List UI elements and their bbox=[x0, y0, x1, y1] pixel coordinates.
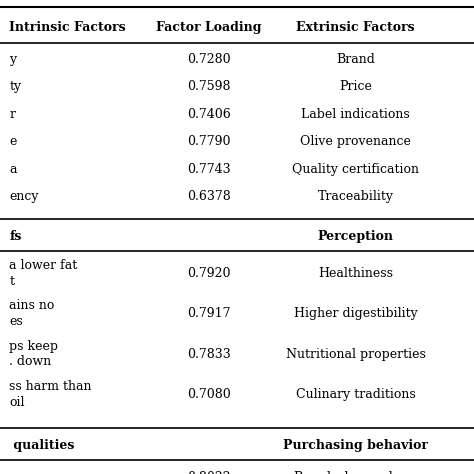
Text: fs: fs bbox=[9, 230, 22, 243]
Text: 0.7917: 0.7917 bbox=[187, 307, 230, 320]
Text: Brand: Brand bbox=[336, 53, 375, 66]
Text: Culinary traditions: Culinary traditions bbox=[296, 388, 415, 401]
Text: a lower fat: a lower fat bbox=[9, 259, 78, 272]
Text: 0.7598: 0.7598 bbox=[187, 80, 230, 93]
Text: 0.7920: 0.7920 bbox=[187, 267, 230, 280]
Text: 0.7790: 0.7790 bbox=[187, 135, 230, 148]
Text: Higher digestibility: Higher digestibility bbox=[293, 307, 418, 320]
Text: ps keep: ps keep bbox=[9, 340, 58, 353]
Text: y: y bbox=[9, 471, 17, 474]
Text: 0.7080: 0.7080 bbox=[187, 388, 230, 401]
Text: Healthiness: Healthiness bbox=[318, 267, 393, 280]
Text: r: r bbox=[9, 108, 16, 121]
Text: a: a bbox=[9, 163, 17, 176]
Text: Quality certification: Quality certification bbox=[292, 163, 419, 176]
Text: Label indications: Label indications bbox=[301, 108, 410, 121]
Text: 0.7406: 0.7406 bbox=[187, 108, 230, 121]
Text: Price: Price bbox=[339, 80, 372, 93]
Text: Traceability: Traceability bbox=[318, 190, 393, 203]
Text: . down: . down bbox=[9, 356, 52, 368]
Text: e: e bbox=[9, 135, 17, 148]
Text: Nutritional properties: Nutritional properties bbox=[285, 347, 426, 361]
Text: ency: ency bbox=[9, 190, 39, 203]
Text: y: y bbox=[9, 53, 17, 66]
Text: Extrinsic Factors: Extrinsic Factors bbox=[296, 20, 415, 34]
Text: Factor Loading: Factor Loading bbox=[156, 20, 261, 34]
Text: 0.7743: 0.7743 bbox=[187, 163, 230, 176]
Text: Purchasing behavior: Purchasing behavior bbox=[283, 439, 428, 452]
Text: es: es bbox=[9, 315, 23, 328]
Text: ty: ty bbox=[9, 80, 22, 93]
Text: 0.7833: 0.7833 bbox=[187, 347, 230, 361]
Text: 0.7280: 0.7280 bbox=[187, 53, 230, 66]
Text: 0.6378: 0.6378 bbox=[187, 190, 230, 203]
Text: ains no: ains no bbox=[9, 300, 55, 312]
Text: oil: oil bbox=[9, 396, 25, 409]
Text: Olive provenance: Olive provenance bbox=[300, 135, 411, 148]
Text: Perception: Perception bbox=[318, 230, 393, 243]
Text: 0.8022: 0.8022 bbox=[187, 471, 230, 474]
Text: Regularly purchase: Regularly purchase bbox=[293, 471, 418, 474]
Text: Intrinsic Factors: Intrinsic Factors bbox=[9, 20, 126, 34]
Text: ss harm than: ss harm than bbox=[9, 380, 92, 393]
Text: t: t bbox=[9, 275, 15, 288]
Text: qualities: qualities bbox=[9, 439, 75, 452]
